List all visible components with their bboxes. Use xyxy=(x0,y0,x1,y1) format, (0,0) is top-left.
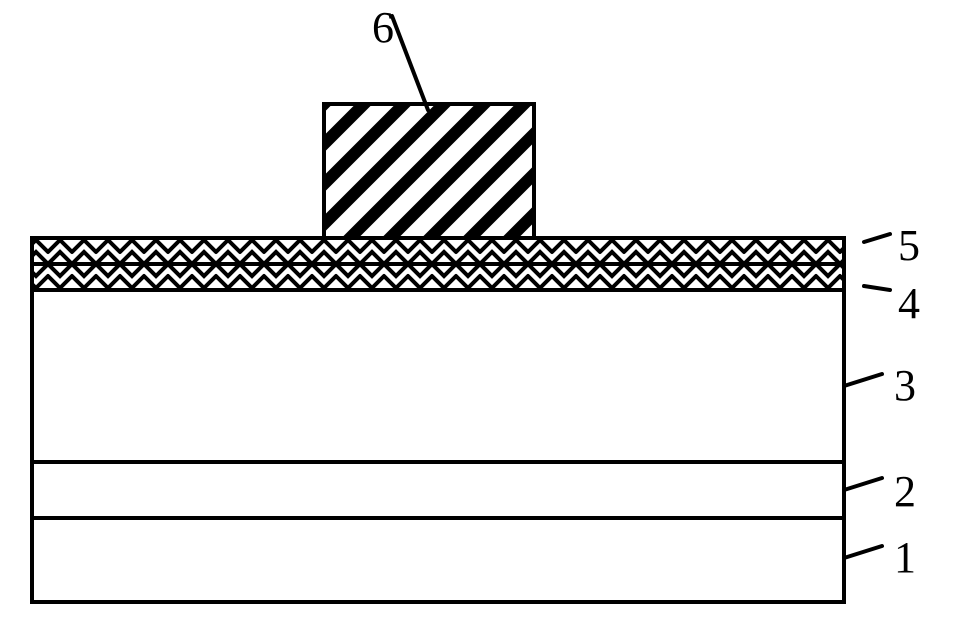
label-2: 2 xyxy=(894,466,916,517)
diagram-svg xyxy=(0,0,953,623)
label-6: 6 xyxy=(372,2,394,53)
diagram-canvas: 6 5 4 3 2 1 xyxy=(0,0,953,623)
label-3: 3 xyxy=(894,360,916,411)
label-1: 1 xyxy=(894,532,916,583)
label-4: 4 xyxy=(898,278,920,329)
label-5: 5 xyxy=(898,220,920,271)
